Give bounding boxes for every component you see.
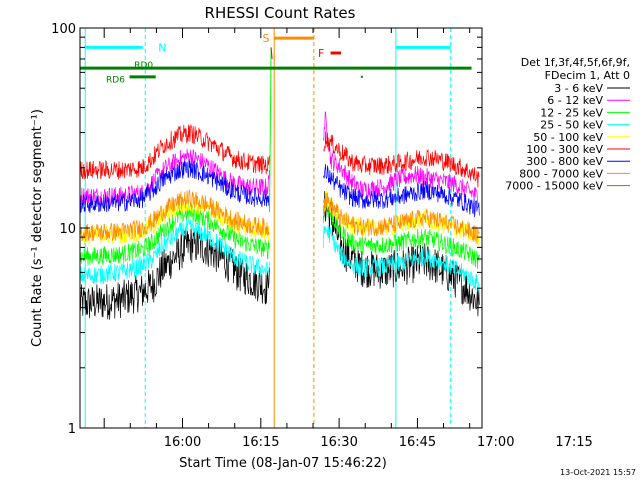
legend: Det 1f,3f,4f,5f,6f,9f,FDecim 1, Att 03 -… — [505, 56, 630, 193]
timestamp-footer: 13-Oct-2021 15:57 — [560, 468, 636, 477]
legend-entry-label: 25 - 50 keV — [540, 119, 603, 132]
series-800_7000keV-curve — [79, 189, 480, 245]
annotation-label-F: F — [318, 47, 324, 60]
y-tick-label: 10 — [59, 222, 76, 237]
legend-entry-label: 100 - 300 keV — [526, 143, 603, 156]
x-tick-label: 17:00 — [477, 435, 514, 450]
x-tick-label: 16:45 — [399, 435, 436, 450]
x-tick-label: 17:15 — [555, 435, 592, 450]
legend-entry-label: 6 - 12 keV — [547, 94, 603, 107]
legend-entry-label: 3 - 6 keV — [554, 82, 603, 95]
x-tick-label: 16:30 — [320, 435, 357, 450]
legend-entry-label: 300 - 800 keV — [526, 155, 603, 168]
chart-title: RHESSI Count Rates — [205, 4, 356, 22]
rd6-dot — [360, 75, 363, 78]
y-axis-label: Count Rate (s⁻¹ detector segment⁻¹) — [30, 109, 45, 347]
legend-header-line: FDecim 1, Att 0 — [545, 69, 630, 82]
legend-entry-label: 800 - 7000 keV — [519, 167, 603, 180]
annotation-label-N: N — [158, 41, 166, 54]
legend-header-line: Det 1f,3f,4f,5f,6f,9f, — [521, 56, 630, 69]
annotation-label-RD0: RD0 — [134, 61, 153, 71]
pre-saa-spike — [269, 47, 272, 213]
legend-entry-label: 12 - 25 keV — [540, 106, 603, 119]
legend-entry-label: 50 - 100 keV — [533, 131, 603, 144]
x-axis-label: Start Time (08-Jan-07 15:46:22) — [179, 456, 387, 471]
y-tick-label: 1 — [68, 422, 76, 437]
x-tick-label: 16:00 — [164, 435, 201, 450]
legend-entry-label: 7000 - 15000 keV — [505, 180, 603, 193]
series-100_300keV-curve — [79, 124, 480, 188]
annotation-label-RD6: RD6 — [106, 75, 125, 85]
y-tick-label: 100 — [51, 22, 76, 37]
series-300_800keV-curve — [79, 159, 480, 218]
x-tick-label: 16:15 — [242, 435, 279, 450]
pre-saa-spike-2 — [270, 47, 273, 60]
series-12_25keV-curve — [79, 202, 480, 270]
annotation-label-S: S — [263, 32, 270, 45]
series-25_50keV-curve — [79, 218, 480, 293]
